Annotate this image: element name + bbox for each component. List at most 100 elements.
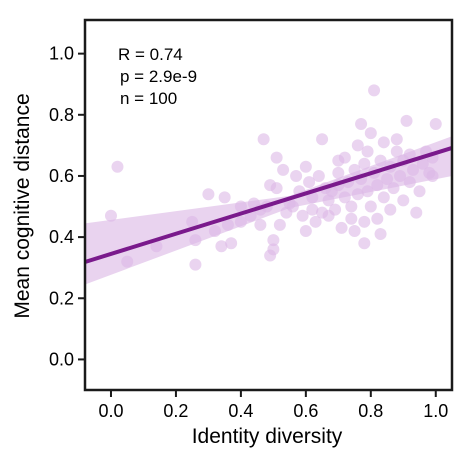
data-point xyxy=(234,200,247,213)
data-point xyxy=(234,215,247,228)
data-point xyxy=(277,163,290,176)
data-point xyxy=(351,139,364,152)
y-tick-label: 0.4 xyxy=(49,227,74,247)
data-point xyxy=(355,117,368,130)
data-point xyxy=(299,160,312,173)
data-point xyxy=(267,243,280,256)
data-point xyxy=(403,176,416,189)
data-point xyxy=(381,173,394,186)
data-point xyxy=(202,188,215,201)
data-point xyxy=(189,258,202,271)
data-point xyxy=(416,157,429,170)
data-point xyxy=(371,179,384,192)
data-point xyxy=(358,215,371,228)
data-point xyxy=(371,212,384,225)
data-point xyxy=(407,163,420,176)
y-tick-label: 0.2 xyxy=(49,288,74,308)
data-point xyxy=(296,209,309,222)
data-point xyxy=(364,127,377,140)
data-point xyxy=(345,200,358,213)
x-tick-label: 0.4 xyxy=(228,401,253,421)
data-point xyxy=(286,200,299,213)
data-point xyxy=(332,154,345,167)
data-point xyxy=(374,154,387,167)
data-point xyxy=(358,237,371,250)
data-point xyxy=(221,218,234,231)
data-point xyxy=(410,206,423,219)
data-point xyxy=(351,188,364,201)
data-point xyxy=(254,218,267,231)
x-tick-label: 0.0 xyxy=(98,401,123,421)
plot-frame xyxy=(83,18,454,392)
data-point xyxy=(121,255,134,268)
data-point xyxy=(384,203,397,216)
y-tick-label: 0.0 xyxy=(49,349,74,369)
data-point xyxy=(270,151,283,164)
data-point xyxy=(400,114,413,127)
data-point xyxy=(189,234,202,247)
data-point xyxy=(374,228,387,241)
data-point xyxy=(247,197,260,210)
x-tick-label: 0.8 xyxy=(358,401,383,421)
data-point xyxy=(397,194,410,207)
data-point xyxy=(361,185,374,198)
data-point xyxy=(390,145,403,158)
data-point xyxy=(290,169,303,182)
data-point xyxy=(309,215,322,228)
stats-annotation: R = 0.74 p = 2.9e-9 n = 100 xyxy=(118,45,197,108)
data-point xyxy=(335,221,348,234)
x-tick-label: 1.0 xyxy=(423,401,448,421)
regression-line-layer xyxy=(84,146,453,264)
data-point xyxy=(322,194,335,207)
x-tick-label: 0.2 xyxy=(163,401,188,421)
data-point xyxy=(225,237,238,250)
data-point xyxy=(403,148,416,161)
stat-n-value: n = 100 xyxy=(120,89,177,108)
y-tick-label: 1.0 xyxy=(49,44,74,64)
regression-line xyxy=(84,146,453,264)
data-point xyxy=(387,182,400,195)
data-point xyxy=(429,117,442,130)
data-point xyxy=(257,133,270,146)
stat-p-value: p = 2.9e-9 xyxy=(120,67,197,86)
data-point xyxy=(332,166,345,179)
data-point xyxy=(368,84,381,97)
data-point xyxy=(111,160,124,173)
data-point xyxy=(273,218,286,231)
data-point xyxy=(348,163,361,176)
data-point xyxy=(358,157,371,170)
data-point xyxy=(267,234,280,247)
data-point xyxy=(208,224,221,237)
data-point xyxy=(306,203,319,216)
data-point xyxy=(377,191,390,204)
data-point xyxy=(394,169,407,182)
x-tick-label: 0.6 xyxy=(293,401,318,421)
axis-ticks-layer: 0.0 0.2 0.4 0.6 0.8 1.0 0.0 0.2 0.4 0.6 0.8 1.0 xyxy=(49,44,448,421)
data-point xyxy=(215,240,228,253)
data-point xyxy=(316,206,329,219)
data-point xyxy=(377,136,390,149)
stat-r-value: R = 0.74 xyxy=(118,45,183,64)
scatter-points-layer xyxy=(104,84,442,271)
data-point xyxy=(150,240,163,253)
data-point xyxy=(218,191,231,204)
data-point xyxy=(270,182,283,195)
data-point xyxy=(104,209,117,222)
data-point xyxy=(345,212,358,225)
y-tick-label: 0.6 xyxy=(49,166,74,186)
data-point xyxy=(348,224,361,237)
data-point xyxy=(312,169,325,182)
data-point xyxy=(186,215,199,228)
data-point xyxy=(413,185,426,198)
data-point xyxy=(426,169,439,182)
data-point xyxy=(316,133,329,146)
data-point xyxy=(361,145,374,158)
x-axis-label: Identity diversity xyxy=(192,425,343,448)
data-point xyxy=(390,133,403,146)
data-point xyxy=(364,200,377,213)
data-point xyxy=(338,191,351,204)
y-tick-label: 0.8 xyxy=(49,105,74,125)
data-point xyxy=(329,203,342,216)
data-point xyxy=(299,224,312,237)
